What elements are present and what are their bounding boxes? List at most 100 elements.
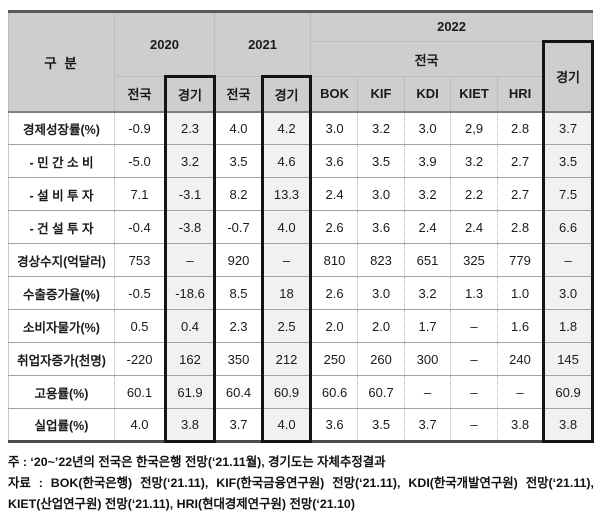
row-label: 경상수지(억달러) (8, 243, 115, 277)
data-cell: – (497, 375, 545, 409)
data-cell: 810 (310, 243, 359, 277)
table-row: 수출증가율(%) -0.5 -18.6 8.5 18 2.6 3.0 3.2 1.3 1.0 3.0 (8, 276, 595, 310)
header-org-kdi: KDI (404, 76, 452, 113)
data-cell: 3.0 (542, 276, 595, 310)
table-row: - 설 비 투 자 7.1 -3.1 8.2 13.3 2.4 3.0 3.2 2.2 2.7 7.… (8, 177, 595, 211)
header-2022-nation: 전국 (310, 41, 545, 77)
data-cell: -0.4 (114, 210, 166, 244)
header-row-2: 전국 경기 (9, 40, 595, 113)
data-cell: 2.4 (310, 177, 359, 211)
row-label: 수출증가율(%) (8, 276, 115, 310)
row-label: 소비자물가(%) (8, 309, 115, 343)
data-cell: 3.0 (357, 177, 406, 211)
data-cell: 2.6 (310, 276, 359, 310)
data-cell: – (450, 375, 499, 409)
data-cell: 212 (261, 342, 313, 376)
data-cell: 60.1 (114, 375, 166, 409)
data-cell: 753 (114, 243, 166, 277)
data-cell: 60.7 (357, 375, 406, 409)
data-cell: 3.0 (357, 276, 406, 310)
data-cell: 240 (497, 342, 545, 376)
data-cell: 3.8 (163, 408, 217, 443)
header-row-3: 전국 경기 전국 경기 BOK KIF KDI KIET HRI (9, 75, 593, 113)
data-cell: 60.4 (214, 375, 264, 409)
data-cell: 2,9 (450, 111, 499, 145)
data-cell: 3.0 (404, 111, 452, 145)
data-cell: 2.8 (497, 210, 545, 244)
data-cell: 60.6 (310, 375, 359, 409)
row-label: 경제성장률(%) (8, 111, 115, 145)
data-cell: – (450, 342, 499, 376)
data-cell: – (450, 408, 499, 442)
header-org-bok: BOK (310, 76, 359, 113)
data-cell: 8.5 (214, 276, 264, 310)
data-cell: 3.2 (450, 144, 499, 178)
footnote-source: 자료 : BOK(한국은행) 전망(‘21.11), KIF(한국금융연구원) … (8, 476, 594, 511)
data-cell: 779 (497, 243, 545, 277)
data-cell: 3.5 (542, 144, 595, 178)
data-cell: 325 (450, 243, 499, 277)
header-row-1: 구 분 2020 2021 2022 (8, 11, 594, 113)
data-cell: 2.0 (357, 309, 406, 343)
data-cell: 3.8 (497, 408, 545, 442)
data-cell: 4.0 (261, 210, 313, 244)
table-row: - 건 설 투 자 -0.4 -3.8 -0.7 4.0 2.6 3.6 2.4 2.4 2.8 6… (8, 210, 595, 244)
table-body: 경제성장률(%) -0.9 2.3 4.0 4.2 3.0 3.2 3.0 2,9 2.8 3.7-… (8, 111, 595, 443)
data-cell: 162 (163, 342, 217, 376)
table-row: 경제성장률(%) -0.9 2.3 4.0 4.2 3.0 3.2 3.0 2,9 2.8 3.7 (8, 111, 595, 145)
header-2021: 2021 (214, 11, 312, 77)
data-cell: -18.6 (163, 276, 217, 310)
data-cell: 823 (357, 243, 406, 277)
data-cell: 3.5 (357, 144, 406, 178)
data-cell: – (261, 243, 313, 277)
data-cell: 651 (404, 243, 452, 277)
table-header: 구 분 2020 2021 2022 전국 경기 전국 경기 전국 경기 BOK… (8, 11, 595, 113)
row-label: - 민 간 소 비 (8, 144, 115, 178)
table-row: 경상수지(억달러) 753–920–810 823 651 325 779– (8, 243, 595, 277)
data-cell: – (404, 375, 452, 409)
data-cell: 2.7 (497, 144, 545, 178)
data-cell: 3.2 (404, 276, 452, 310)
header-org-hri: HRI (497, 76, 545, 113)
row-label: - 설 비 투 자 (8, 177, 115, 211)
data-cell: 0.5 (114, 309, 166, 343)
data-cell: 145 (542, 342, 595, 376)
data-cell: 2.3 (214, 309, 264, 343)
table-row: 고용률(%) 60.1 61.9 60.4 60.9 60.6 60.7– – –60.9 (8, 375, 595, 409)
data-cell: – (450, 309, 499, 343)
data-cell: 3.5 (357, 408, 406, 442)
data-cell: 2.5 (261, 309, 313, 343)
data-cell: 61.9 (163, 375, 217, 409)
data-cell: – (542, 243, 595, 277)
data-cell: 3.2 (357, 111, 406, 145)
header-org-kif: KIF (357, 76, 406, 113)
row-label: 취업자증가(천명) (8, 342, 115, 376)
data-cell: 60.9 (261, 375, 313, 409)
data-cell: 3.0 (310, 111, 359, 145)
header-2022: 2022 (310, 11, 594, 42)
data-cell: 3.6 (357, 210, 406, 244)
header-2020-nation: 전국 (114, 76, 166, 113)
data-cell: – (163, 243, 217, 277)
data-cell: -5.0 (114, 144, 166, 178)
data-cell: 4.0 (261, 408, 313, 443)
data-cell: 2.2 (450, 177, 499, 211)
header-2020: 2020 (113, 11, 216, 77)
data-cell: 2.4 (404, 210, 452, 244)
data-cell: 0.4 (163, 309, 217, 343)
header-org-kiet: KIET (450, 76, 499, 113)
data-cell: 2.0 (310, 309, 359, 343)
data-cell: 350 (214, 342, 264, 376)
data-cell: 2.8 (497, 111, 545, 145)
data-cell: -3.8 (163, 210, 217, 244)
table-row: 취업자증가(천명) -220 162 350 212 250 260 300–240 145 (8, 342, 595, 376)
row-label: 고용률(%) (8, 375, 115, 409)
data-cell: 3.7 (214, 408, 264, 442)
forecast-table: 구 분 2020 2021 2022 전국 경기 전국 경기 전국 경기 BOK… (8, 10, 595, 443)
data-cell: 6.6 (542, 210, 595, 244)
data-cell: 4.0 (214, 111, 264, 145)
data-cell: 4.6 (261, 144, 313, 178)
data-cell: 7.1 (114, 177, 166, 211)
data-cell: 3.6 (310, 408, 359, 442)
